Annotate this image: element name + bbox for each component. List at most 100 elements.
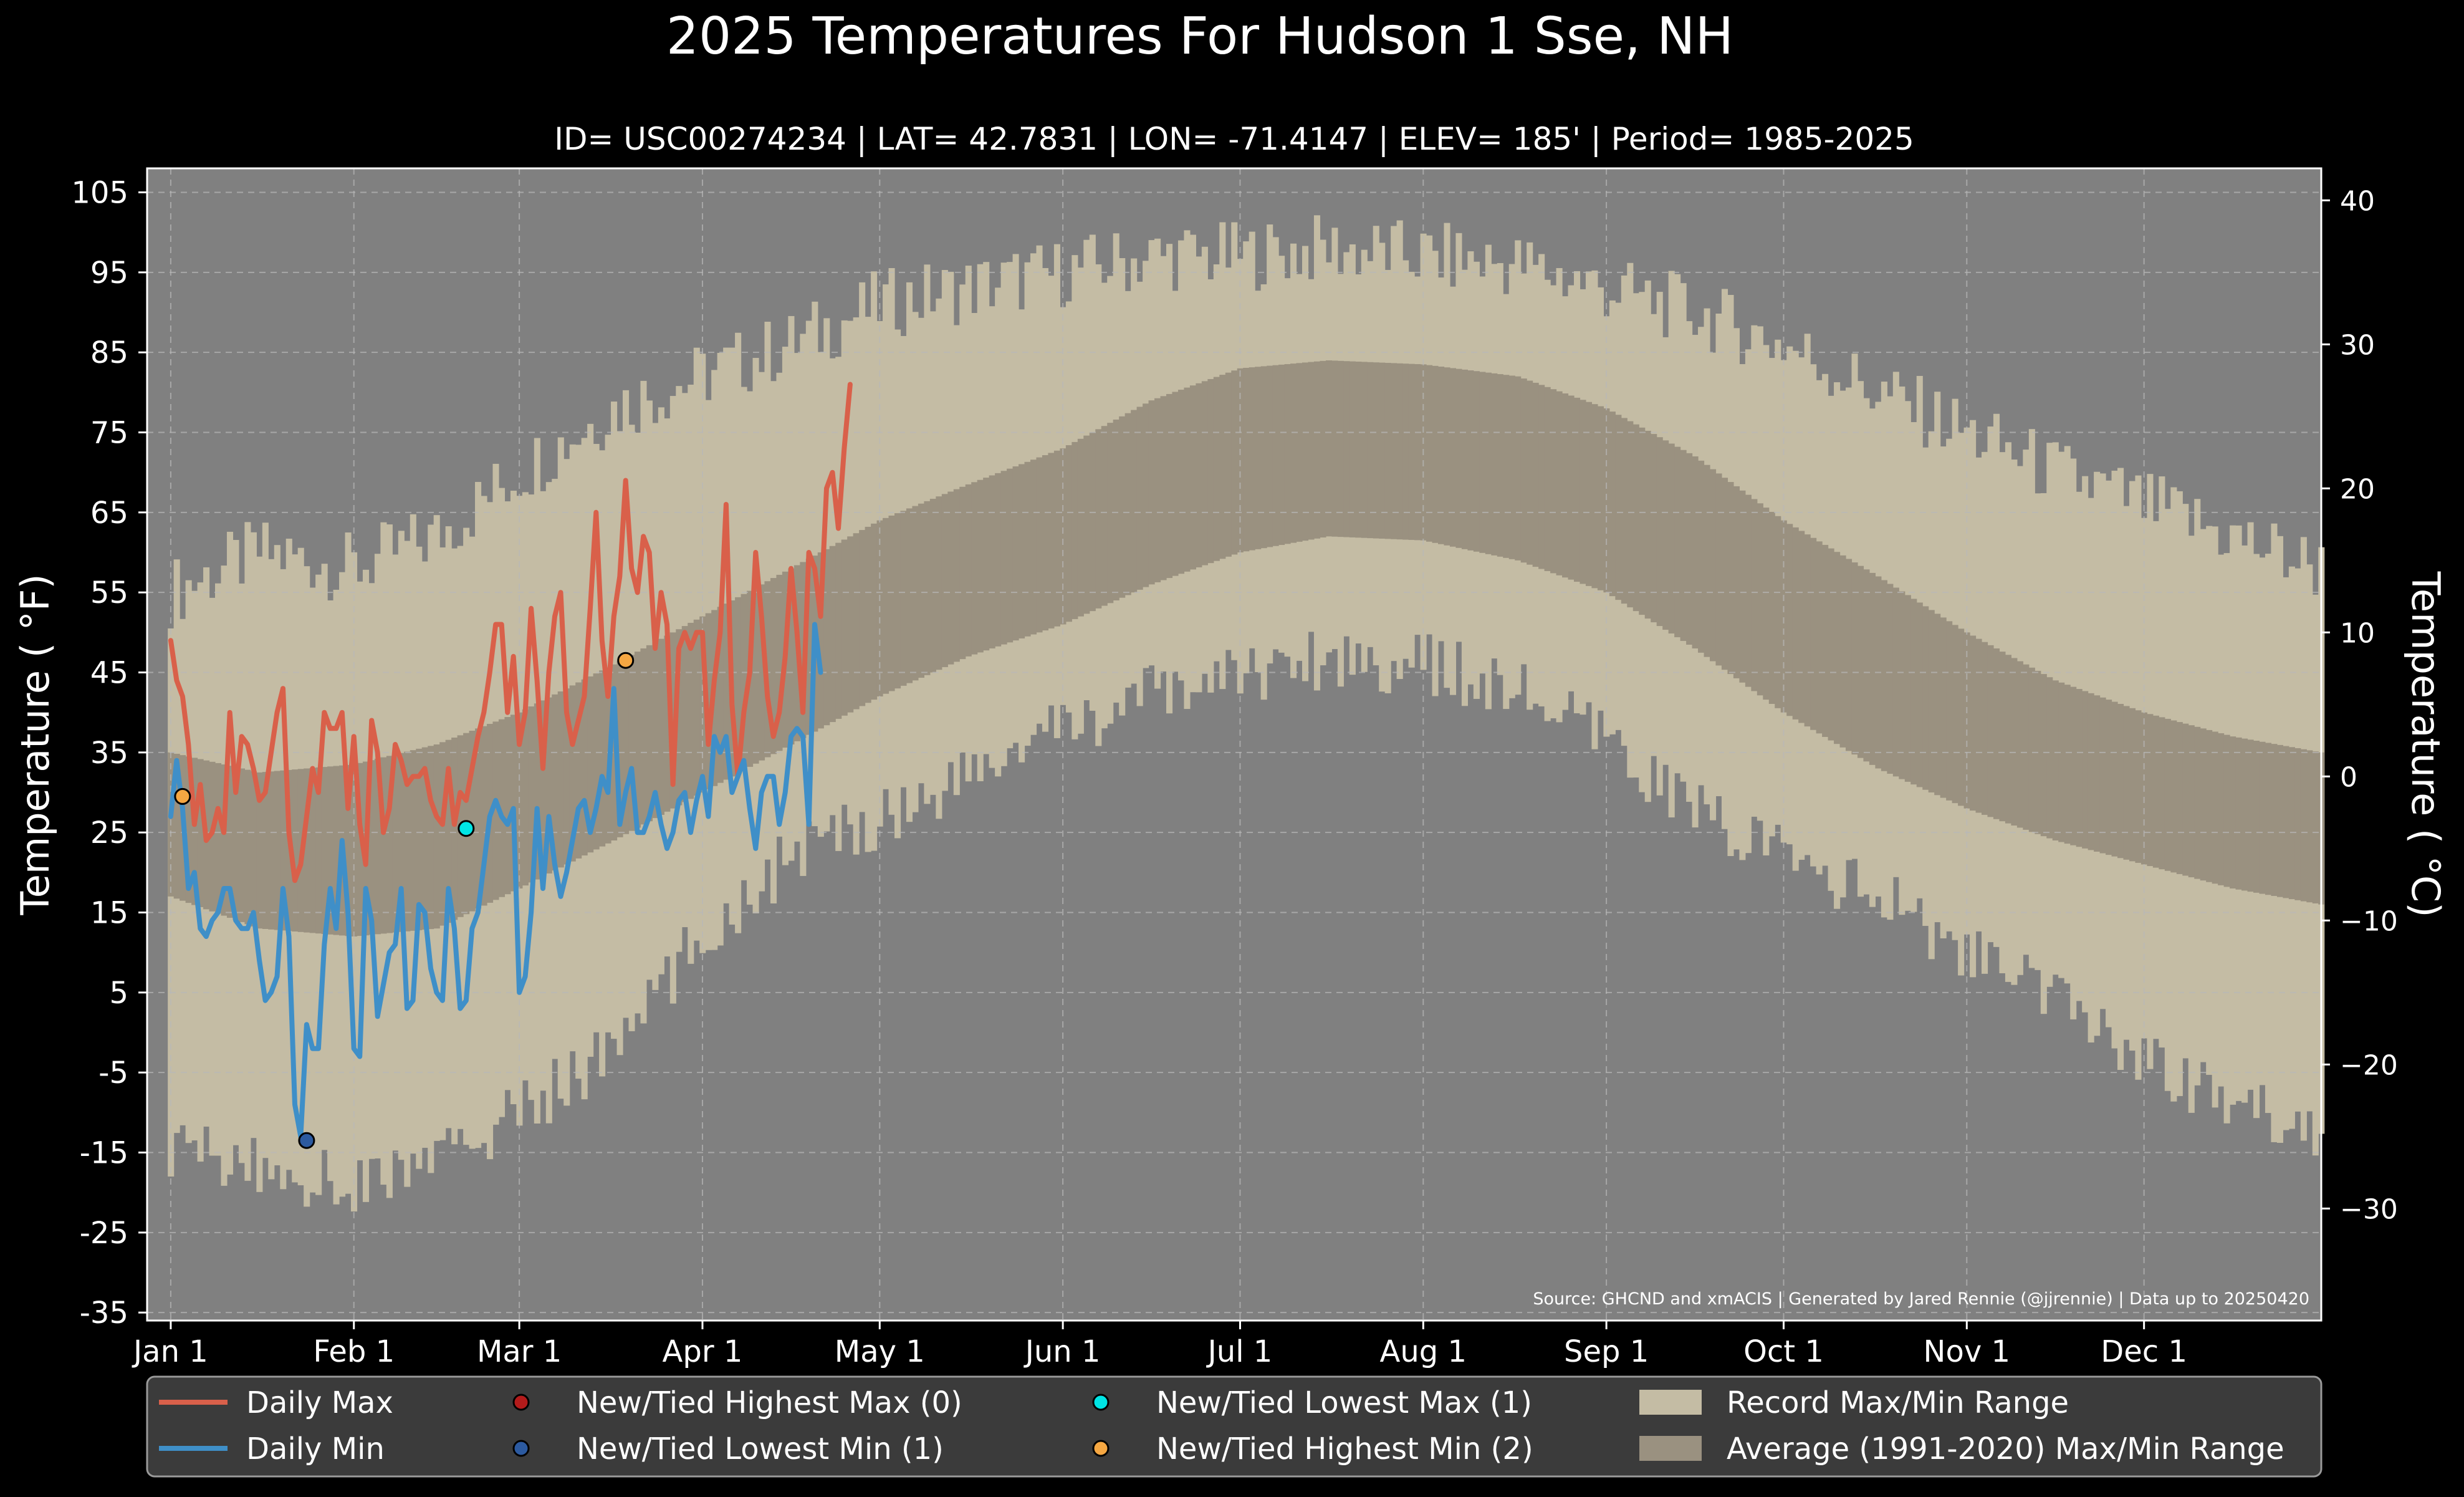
- normal-range-bar: [1603, 408, 1610, 593]
- normal-range-bar: [333, 766, 340, 935]
- normal-range-bar: [752, 587, 759, 764]
- normal-range-bar: [2070, 686, 2077, 845]
- normal-range-bar: [1745, 494, 1752, 687]
- normal-range-bar: [238, 768, 245, 922]
- legend-label: New/Tied Highest Min (2): [1156, 1432, 1533, 1466]
- normal-range-bar: [1946, 621, 1953, 801]
- normal-range-bar: [1225, 372, 1232, 557]
- normal-range-bar: [918, 503, 924, 678]
- normal-range-bar: [2247, 739, 2254, 892]
- normal-range-bar: [209, 761, 216, 912]
- normal-range-bar: [983, 478, 990, 651]
- x-tick-label: Sep 1: [1564, 1334, 1649, 1369]
- normal-range-bar: [392, 754, 399, 933]
- normal-range-bar: [1527, 380, 1533, 565]
- normal-range-bar: [268, 771, 275, 930]
- record-marker: [617, 652, 635, 669]
- legend-patch-swatch: [1639, 1390, 1702, 1415]
- normal-range-bar: [2294, 748, 2301, 900]
- normal-range-bar: [1999, 652, 2006, 822]
- normal-range-bar: [1331, 360, 1338, 537]
- normal-range-bar: [1077, 438, 1084, 617]
- normal-range-bar: [788, 568, 795, 744]
- normal-range-bar: [1243, 367, 1250, 552]
- normal-range-bar: [623, 658, 630, 834]
- normal-range-bar: [545, 697, 552, 874]
- normal-range-bar: [1184, 387, 1191, 572]
- normal-range-bar: [1928, 610, 1935, 792]
- normal-range-bar: [2200, 728, 2207, 881]
- normal-range-bar: [357, 763, 363, 936]
- x-tick-label: Jul 1: [1206, 1334, 1273, 1369]
- normal-range-bar: [717, 607, 724, 783]
- normal-range-bar: [841, 539, 848, 716]
- normal-range-bar: [2016, 661, 2023, 828]
- normal-range-bar: [2052, 680, 2059, 840]
- normal-range-bar: [2241, 738, 2248, 891]
- normal-range-bar: [2164, 718, 2171, 871]
- normal-range-bar: [1544, 387, 1551, 571]
- normal-range-bar: [569, 685, 576, 862]
- normal-range-bar: [1278, 364, 1285, 546]
- normal-range-bar: [1580, 400, 1586, 584]
- normal-range-bar: [2170, 720, 2177, 873]
- legend-dot-swatch: [512, 1440, 530, 1457]
- normal-range-bar: [941, 494, 948, 667]
- normal-range-bar: [1095, 429, 1102, 609]
- normal-range-bar: [345, 764, 352, 936]
- normal-range-bar: [1042, 455, 1049, 631]
- normal-range-bar: [2058, 682, 2065, 842]
- normal-range-bar: [428, 746, 434, 930]
- normal-range-bar: [1869, 572, 1876, 765]
- y-left-tick-label: -5: [98, 1056, 128, 1090]
- normal-range-bar: [552, 694, 558, 871]
- legend-dot-swatch: [1092, 1394, 1110, 1411]
- normal-range-bar: [1686, 453, 1693, 645]
- record-marker: [174, 787, 191, 805]
- daily-max-line: [168, 382, 853, 883]
- normal-range-bar: [1391, 363, 1397, 539]
- normal-range-bar: [2046, 677, 2053, 839]
- normal-range-bar: [1651, 434, 1657, 623]
- y-axis-left: 105 95 85 75 65 55 45 35 25 15 5 -5 -15 -25 -35: [71, 176, 147, 1331]
- normal-range-bar: [1839, 555, 1846, 748]
- normal-range-bar: [1904, 595, 1911, 782]
- normal-range-bar: [274, 771, 280, 930]
- normal-range-bar: [1982, 642, 1988, 815]
- normal-range-bar: [1136, 407, 1143, 590]
- normal-range-bar: [1189, 385, 1196, 570]
- normal-range-bar: [2283, 746, 2289, 898]
- normal-range-bar: [1757, 503, 1763, 696]
- y-left-tick-label: 15: [90, 896, 128, 931]
- x-tick-label: Mar 1: [477, 1334, 562, 1369]
- normal-range-bar: [587, 676, 594, 853]
- normal-range-bar: [1296, 363, 1303, 542]
- normal-range-bar: [1048, 453, 1055, 628]
- y-left-tick-label: 95: [90, 256, 128, 291]
- normal-range-bar: [805, 559, 812, 735]
- normal-range-bar: [1550, 389, 1557, 574]
- normal-range-bar: [634, 652, 641, 828]
- normal-range-bar: [1160, 396, 1167, 580]
- normal-range-bar: [1000, 471, 1007, 645]
- normal-range-bar: [2259, 741, 2266, 894]
- normal-range-bar: [2288, 747, 2295, 900]
- x-tick-label: Jan 1: [132, 1334, 208, 1369]
- normal-range-bar: [1467, 370, 1474, 551]
- y-left-tick-label: 75: [90, 416, 128, 451]
- normal-range-bar: [2094, 695, 2101, 852]
- normal-range-bar: [1515, 376, 1522, 561]
- x-axis: Jan 1 Feb 1 Mar 1 Apr 1 May 1 Jun 1 Jul 1 Aug 1…: [132, 1321, 2187, 1369]
- normal-range-bar: [2223, 734, 2230, 887]
- normal-range-bar: [1320, 360, 1326, 538]
- x-tick-label: Oct 1: [1743, 1334, 1824, 1369]
- normal-range-bar: [1816, 541, 1823, 734]
- normal-range-bar: [965, 484, 972, 657]
- normal-range-bar: [1733, 486, 1740, 678]
- normal-range-bar: [1396, 363, 1403, 540]
- normal-range-bar: [1290, 363, 1297, 543]
- normal-range-bar: [292, 769, 299, 931]
- normal-range-bar: [469, 731, 476, 912]
- normal-range-bar: [1680, 450, 1687, 642]
- legend-label: Daily Max: [246, 1385, 393, 1420]
